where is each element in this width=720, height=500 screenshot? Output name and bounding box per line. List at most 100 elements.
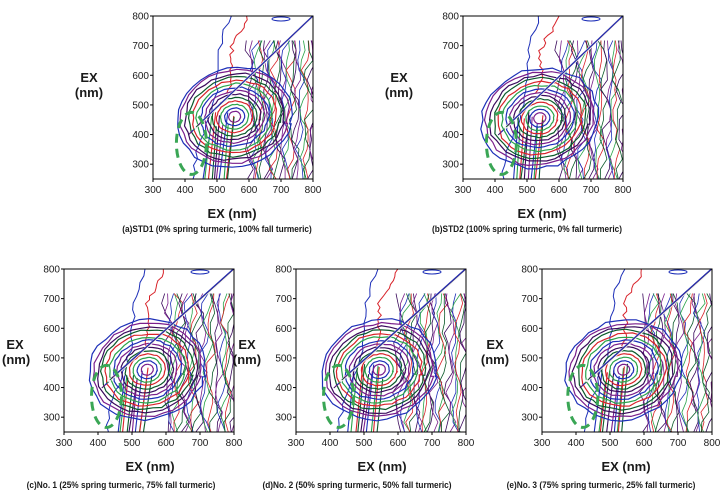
peak-contour	[360, 353, 399, 387]
panel-caption: (c)No. 1 (25% spring turmeric, 75% fall …	[26, 480, 216, 490]
background-contour	[458, 293, 466, 432]
y-axis-label-line2: (nm)	[384, 85, 414, 100]
x-tick-label: 700	[273, 185, 290, 196]
chart-panel-d: EX (nm) 300 400 500 600 700 800 300 400 500 600 70…	[232, 261, 475, 497]
y-axis-label-line1: EX	[6, 337, 24, 352]
x-axis-label: EX (nm)	[357, 459, 407, 474]
background-contour	[300, 40, 310, 179]
background-contour	[642, 293, 651, 432]
background-contour	[596, 40, 605, 179]
peak-contour	[592, 342, 655, 397]
y-tick-label: 300	[275, 413, 292, 424]
contour-plot: 300 400 500 600 700 800 300 400 500 600 700 800	[521, 265, 720, 450]
peak-contour	[372, 363, 386, 376]
background-contour	[557, 40, 567, 179]
streak-contour	[218, 112, 229, 179]
peak-contour	[483, 71, 595, 167]
x-axis-label: EX (nm)	[601, 459, 651, 474]
x-tick-label: 500	[356, 438, 373, 449]
background-contour	[609, 40, 619, 179]
peak-contour	[500, 84, 578, 153]
peak-contour	[488, 73, 591, 162]
y-tick-label: 300	[132, 160, 149, 171]
y-axis-label: EX (nm)	[222, 337, 272, 367]
x-tick-label: 600	[158, 438, 175, 449]
peak-contour	[203, 89, 266, 145]
x-tick-label: 400	[322, 438, 339, 449]
background-contour	[582, 40, 593, 179]
x-tick-label: 700	[192, 438, 209, 449]
background-contour	[673, 293, 685, 432]
background-contour	[573, 40, 584, 179]
y-axis-label-line1: EX	[390, 70, 408, 85]
outer-contour	[226, 16, 248, 94]
background-contour	[202, 293, 214, 432]
x-tick-label: 500	[124, 438, 141, 449]
background-contour	[419, 293, 429, 432]
peak-contour	[581, 332, 668, 407]
streak-contour	[533, 126, 539, 179]
peak-contour	[508, 91, 572, 146]
background-contour	[683, 293, 694, 432]
y-tick-label: 500	[442, 100, 459, 111]
scatter-line	[592, 269, 712, 376]
peak-contour	[199, 86, 271, 147]
peak-contour	[99, 329, 196, 411]
peak-contour	[97, 326, 199, 414]
streak-contour	[357, 364, 366, 432]
peak-contour	[571, 326, 674, 415]
y-tick-label: 400	[43, 383, 60, 394]
background-contour	[611, 40, 623, 179]
peak-contour	[187, 75, 282, 158]
peak-contour	[617, 363, 631, 376]
background-contour	[593, 40, 603, 179]
background-contour	[285, 40, 297, 179]
y-tick-label: 400	[442, 130, 459, 141]
background-contour	[188, 293, 200, 432]
background-contour	[597, 40, 608, 179]
background-contour	[657, 293, 668, 432]
peak-contour	[525, 105, 555, 132]
peak-contour	[564, 319, 683, 422]
peak-contour	[364, 356, 395, 383]
peak-contour	[321, 318, 438, 422]
streak-contour	[215, 125, 224, 179]
streak-contour	[516, 128, 521, 179]
y-tick-label: 500	[132, 100, 149, 111]
background-contour	[606, 40, 615, 179]
plot-frame	[295, 268, 467, 433]
y-tick-label: 400	[275, 383, 292, 394]
background-contour	[268, 40, 281, 179]
x-tick-label: 600	[241, 185, 258, 196]
background-contour	[309, 40, 313, 179]
y-tick-label: 400	[132, 130, 149, 141]
chart-panel-e: EX (nm) 300 400 500 600 700 800 300 400 500 600 70…	[478, 261, 720, 497]
background-contour	[435, 293, 449, 432]
background-contour	[252, 40, 263, 179]
y-axis-label-line2: (nm)	[2, 352, 31, 367]
y-tick-label: 800	[275, 265, 292, 276]
peak-contour	[340, 336, 419, 404]
background-contour	[167, 293, 178, 432]
background-contour	[197, 293, 208, 432]
y-tick-label: 700	[521, 294, 538, 305]
peak-contour	[480, 67, 600, 170]
scatter-line	[200, 16, 313, 123]
chart-panel-b: EX (nm) 300 400 500 600 700 800 300 400 500 600 70…	[380, 8, 632, 240]
background-contour	[698, 293, 709, 432]
x-tick-label: 600	[390, 438, 407, 449]
streak-contour	[207, 112, 217, 179]
background-contour	[210, 293, 223, 432]
peak-contour	[585, 336, 663, 404]
background-contour	[453, 293, 464, 432]
peak-contour	[589, 339, 659, 400]
outer-contour	[535, 16, 560, 94]
outer-contour	[376, 269, 399, 347]
highlight-marker	[322, 363, 355, 429]
y-tick-label: 400	[521, 383, 538, 394]
highlight-marker	[90, 363, 123, 429]
x-tick-label: 800	[458, 438, 475, 449]
peak-contour	[328, 325, 431, 415]
x-tick-label: 300	[455, 185, 472, 196]
peak-contour	[88, 317, 206, 422]
